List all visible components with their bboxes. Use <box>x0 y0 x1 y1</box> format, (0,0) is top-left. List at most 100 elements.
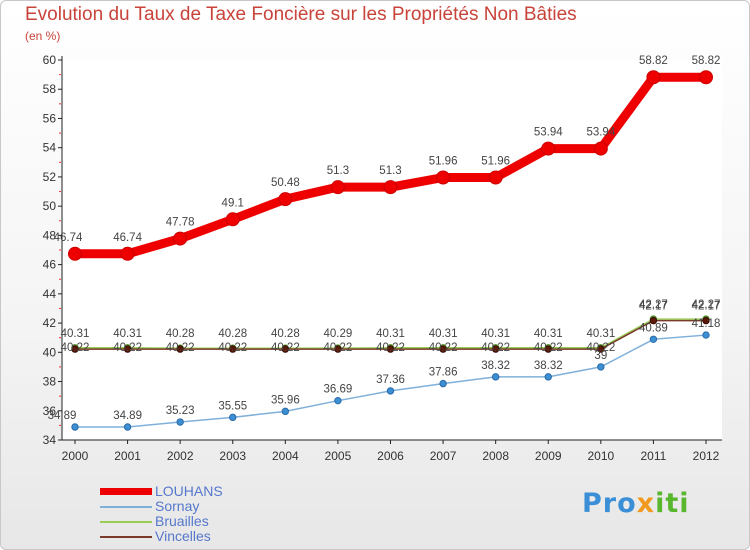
data-label-vincelles: 40.22 <box>586 342 615 354</box>
data-label-vincelles: 40.22 <box>271 342 300 354</box>
data-label-bruailles: 42.27 <box>692 299 721 311</box>
data-label-vincelles: 40.22 <box>481 342 510 354</box>
logo-part-3: iti <box>655 488 690 519</box>
data-label-louhans: 46.74 <box>113 232 142 244</box>
y-tick-label: 40 <box>43 345 57 359</box>
data-point-louhans <box>330 180 345 195</box>
y-tick-label: 44 <box>43 287 57 301</box>
data-point-louhans <box>225 212 240 227</box>
legend-label-vincelles: Vincelles <box>155 528 211 544</box>
x-tick-label: 2008 <box>482 449 509 463</box>
data-label-vincelles: 42.17 <box>692 301 721 313</box>
data-label-bruailles: 40.31 <box>376 328 405 340</box>
y-tick-label: 52 <box>43 170 57 184</box>
data-point-sornay <box>439 379 447 388</box>
data-point-sornay <box>71 423 79 431</box>
data-point-louhans <box>699 70 713 85</box>
data-label-bruailles: 40.28 <box>166 328 195 340</box>
data-point-louhans <box>541 141 556 156</box>
data-label-vincelles: 40.22 <box>376 342 405 354</box>
data-label-bruailles: 40.31 <box>429 328 458 340</box>
data-point-vincelles <box>491 345 500 353</box>
data-point-sornay <box>229 413 237 422</box>
data-point-louhans <box>173 231 188 246</box>
data-label-louhans: 58.82 <box>692 55 721 67</box>
x-tick-label: 2004 <box>272 449 299 463</box>
data-label-bruailles: 40.31 <box>113 328 142 340</box>
data-point-louhans <box>68 246 82 261</box>
data-label-vincelles: 40.22 <box>166 342 195 354</box>
data-label-louhans: 51.3 <box>379 165 401 177</box>
data-point-sornay <box>281 407 290 416</box>
legend-swatch-sornay <box>100 506 152 508</box>
data-label-vincelles: 40.22 <box>324 342 353 354</box>
legend-swatch-bruailles <box>100 521 152 523</box>
y-tick-label: 36 <box>43 404 57 418</box>
data-label-bruailles: 40.28 <box>271 328 300 340</box>
data-label-vincelles: 40.22 <box>113 342 142 354</box>
legend-swatch-louhans <box>100 488 152 495</box>
data-label-vincelles: 40.22 <box>61 342 90 354</box>
data-point-vincelles <box>597 345 605 353</box>
data-label-louhans: 50.48 <box>271 177 300 189</box>
data-label-louhans: 51.96 <box>481 156 510 168</box>
x-tick-label: 2002 <box>167 449 194 463</box>
legend-label-bruailles: Bruailles <box>155 513 209 529</box>
data-label-louhans: 53.94 <box>534 127 563 139</box>
chart-title: Evolution du Taux de Taxe Foncière sur l… <box>25 4 577 25</box>
y-tick-label: 38 <box>43 375 57 389</box>
data-point-vincelles <box>649 316 658 325</box>
data-point-vincelles <box>702 316 710 325</box>
data-point-louhans <box>488 170 503 185</box>
data-point-vincelles <box>229 345 237 353</box>
y-tick-label: 42 <box>43 316 57 330</box>
data-point-sornay <box>386 387 395 395</box>
data-label-sornay: 34.89 <box>48 410 77 422</box>
data-label-louhans: 51.3 <box>327 165 349 177</box>
data-label-louhans: 58.82 <box>639 55 668 67</box>
data-point-vincelles <box>386 345 395 353</box>
data-point-louhans <box>120 246 135 261</box>
data-label-sornay: 40.89 <box>639 322 668 334</box>
data-label-vincelles: 40.22 <box>534 342 563 354</box>
data-point-louhans <box>436 170 451 185</box>
data-label-louhans: 53.94 <box>586 127 615 139</box>
data-label-sornay: 37.86 <box>429 367 458 379</box>
legend-swatch-vincelles <box>100 536 152 538</box>
data-point-sornay <box>334 396 342 405</box>
data-point-louhans <box>646 70 661 85</box>
data-label-louhans: 47.78 <box>166 217 195 229</box>
plot-area <box>62 60 722 440</box>
data-label-sornay: 35.96 <box>271 394 300 406</box>
data-label-louhans: 46.74 <box>54 232 83 244</box>
y-tick-label: 58 <box>43 82 57 96</box>
x-tick-label: 2006 <box>377 449 404 463</box>
data-point-louhans <box>383 180 398 195</box>
data-point-vincelles <box>544 345 552 353</box>
legend-label-louhans: LOUHANS <box>155 483 223 499</box>
unit-label: (en %) <box>25 29 61 43</box>
data-point-sornay <box>597 363 605 371</box>
data-point-vincelles <box>123 345 132 353</box>
data-label-bruailles: 40.31 <box>61 328 90 340</box>
data-point-sornay <box>491 373 500 381</box>
y-tick-label: 50 <box>43 199 57 213</box>
x-tick-label: 2001 <box>114 449 141 463</box>
y-tick-label: 56 <box>43 111 57 125</box>
data-label-bruailles: 40.28 <box>218 328 247 340</box>
data-label-louhans: 51.96 <box>429 156 458 168</box>
data-point-vincelles <box>71 345 79 353</box>
data-point-vincelles <box>439 345 447 353</box>
data-label-sornay: 36.69 <box>324 384 353 396</box>
data-point-vincelles <box>176 345 184 353</box>
x-tick-label: 2012 <box>693 449 720 463</box>
data-point-vincelles <box>334 345 342 353</box>
data-label-bruailles: 40.29 <box>324 328 353 340</box>
x-tick-label: 2010 <box>587 449 614 463</box>
y-tick-label: 54 <box>43 141 57 155</box>
data-point-sornay <box>649 335 658 343</box>
y-tick-label: 34 <box>43 433 57 447</box>
data-point-sornay <box>176 418 184 426</box>
data-point-louhans <box>593 141 608 156</box>
data-label-sornay: 35.23 <box>166 405 195 417</box>
